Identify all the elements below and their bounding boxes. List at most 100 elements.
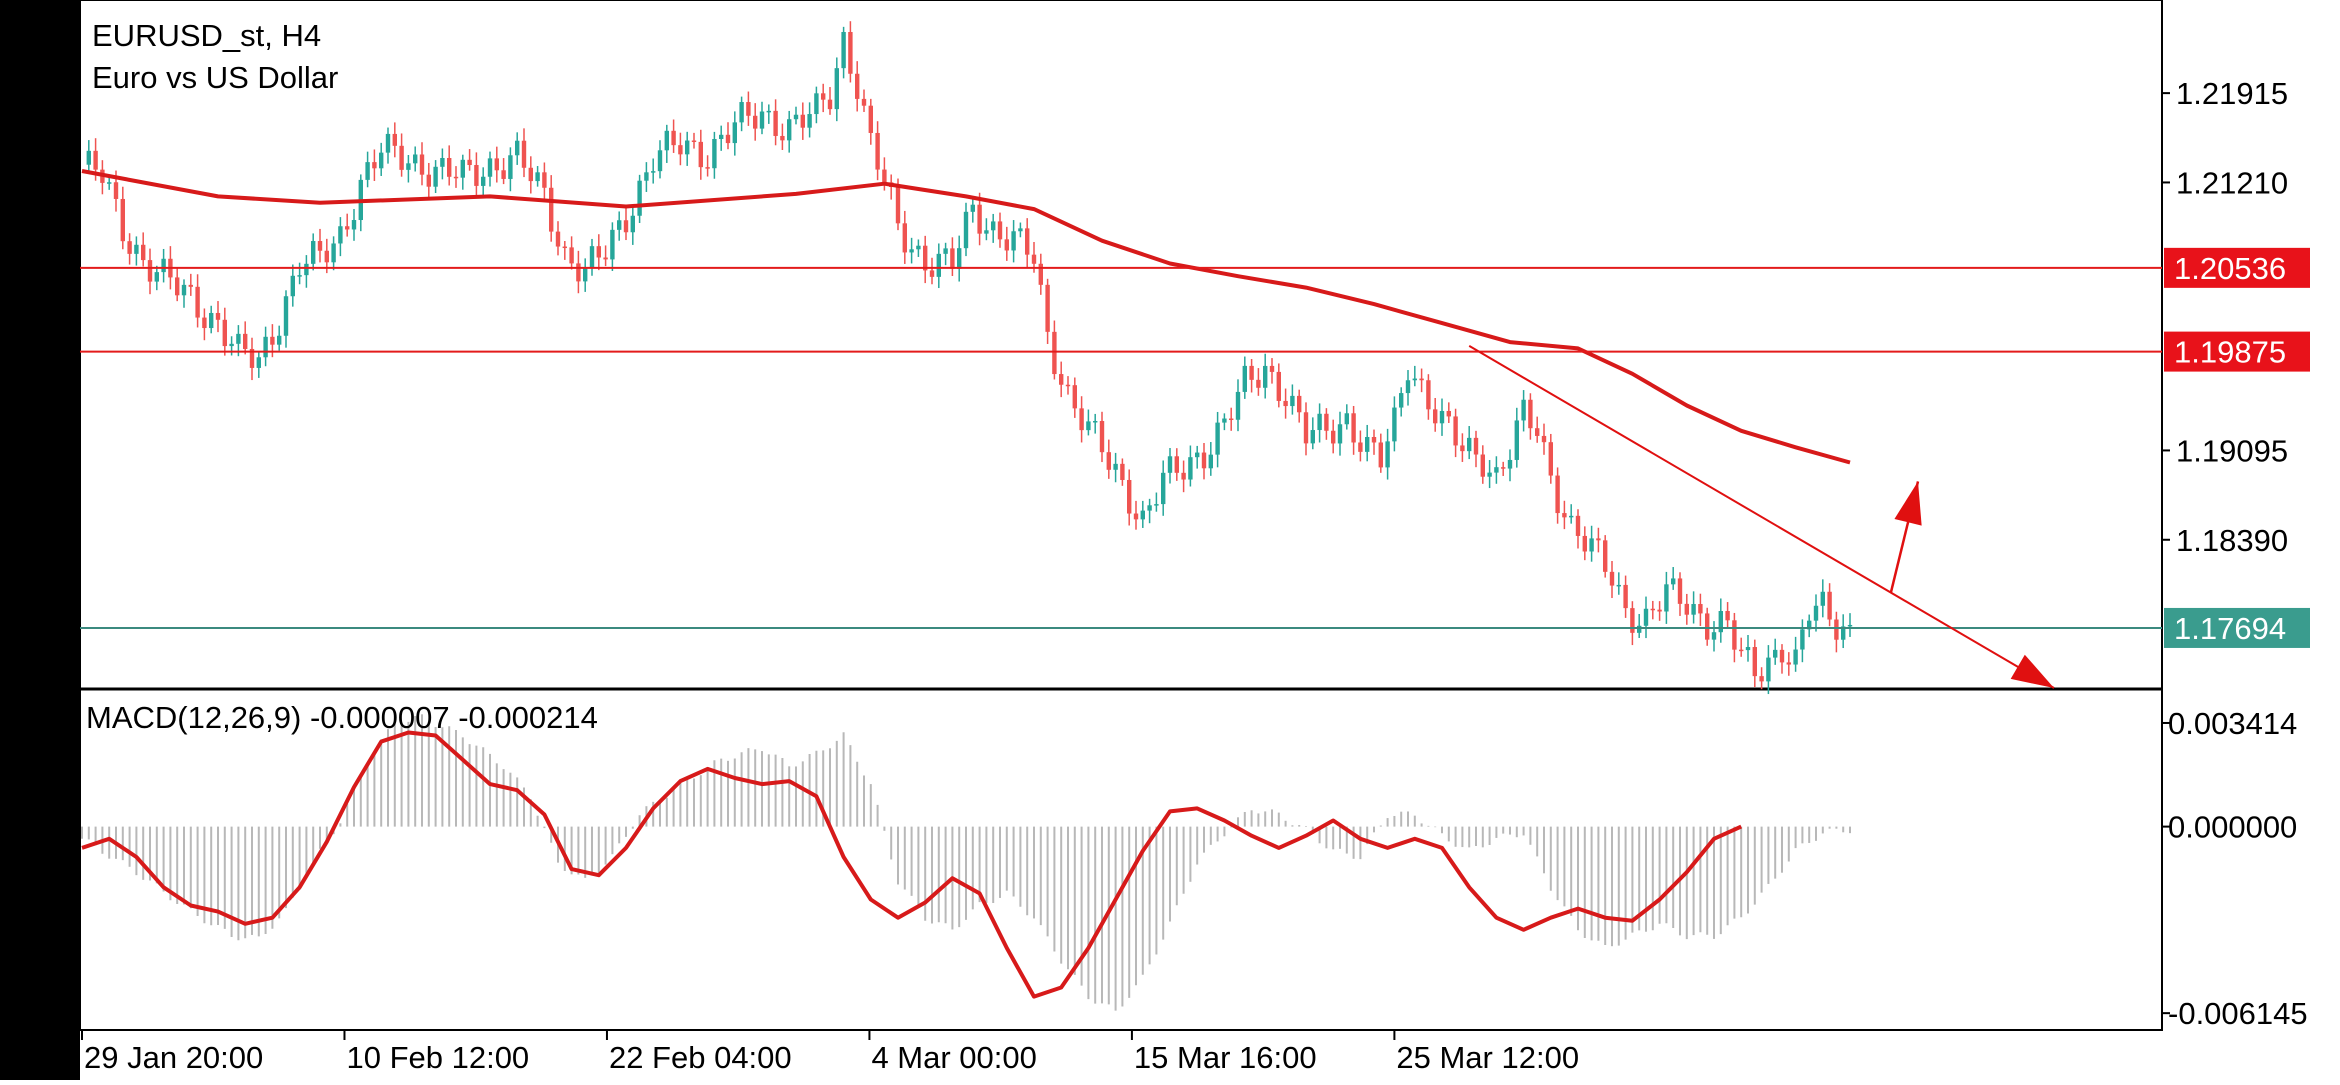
candle-body bbox=[1337, 424, 1343, 444]
candle-body bbox=[1018, 228, 1023, 232]
candle-body bbox=[1195, 452, 1200, 458]
candle-body bbox=[1487, 472, 1492, 477]
candle-body bbox=[1079, 408, 1084, 431]
candle-body bbox=[1514, 420, 1519, 460]
candle-body bbox=[188, 284, 193, 287]
candle-body bbox=[447, 158, 452, 177]
candle-body bbox=[1698, 604, 1703, 614]
candle-body bbox=[651, 171, 656, 173]
candle-body bbox=[1501, 467, 1506, 469]
candle-body bbox=[1677, 578, 1683, 604]
candle-body bbox=[1303, 412, 1309, 444]
candle-body bbox=[406, 163, 411, 170]
candle-body bbox=[1630, 608, 1635, 633]
candle-body bbox=[1297, 395, 1302, 413]
candle-body bbox=[1439, 410, 1445, 424]
candle-body bbox=[970, 204, 975, 212]
candle-body bbox=[1392, 407, 1397, 442]
candle-body bbox=[991, 221, 996, 231]
candle-body bbox=[1752, 647, 1757, 677]
candle-body bbox=[549, 187, 554, 232]
candle-body bbox=[1467, 437, 1472, 452]
candle-body bbox=[1528, 399, 1533, 429]
time-axis-label: 10 Feb 12:00 bbox=[346, 1040, 529, 1075]
candle-body bbox=[1725, 611, 1730, 621]
candle-body bbox=[1188, 457, 1193, 480]
candle-body bbox=[698, 141, 703, 168]
time-axis-label: 25 Mar 12:00 bbox=[1396, 1040, 1579, 1075]
candle-body bbox=[243, 333, 248, 349]
candle-body bbox=[1827, 591, 1832, 620]
candle-body bbox=[1779, 649, 1785, 663]
candle-body bbox=[610, 229, 615, 260]
candle-body bbox=[311, 241, 316, 264]
candle-body bbox=[215, 312, 221, 320]
candle-body bbox=[1548, 442, 1553, 476]
chart-frame bbox=[79, 0, 2163, 1031]
candle-body bbox=[107, 182, 112, 184]
candle-body bbox=[916, 245, 921, 250]
candle-body bbox=[392, 133, 397, 146]
candle-body bbox=[460, 159, 465, 178]
candle-body bbox=[1664, 584, 1669, 612]
candle-body bbox=[1106, 452, 1111, 470]
level-badge-label: 1.19875 bbox=[2174, 335, 2286, 370]
candle-body bbox=[1473, 437, 1479, 455]
candle-body bbox=[685, 140, 690, 155]
candle-body bbox=[997, 221, 1003, 240]
candle-body bbox=[875, 132, 880, 170]
candle-body bbox=[1650, 608, 1655, 611]
candle-body bbox=[249, 348, 255, 368]
candle-body bbox=[134, 244, 139, 254]
candle-body bbox=[413, 154, 418, 164]
candle-body bbox=[963, 211, 969, 249]
level-badge bbox=[2164, 247, 2310, 288]
candle-body bbox=[127, 241, 132, 254]
candle-body bbox=[263, 336, 268, 358]
candle-body bbox=[283, 296, 289, 336]
candle-body bbox=[739, 102, 744, 123]
candle-body bbox=[1841, 626, 1846, 640]
candle-body bbox=[521, 140, 527, 168]
candle-body bbox=[827, 99, 833, 110]
candle-body bbox=[936, 253, 941, 277]
candle-body bbox=[1582, 535, 1587, 552]
candle-body bbox=[195, 286, 200, 318]
candle-body bbox=[1569, 515, 1574, 518]
time-axis-label: 29 Jan 20:00 bbox=[84, 1040, 263, 1075]
candle-body bbox=[1378, 442, 1383, 468]
candle-body bbox=[780, 135, 785, 141]
candle-body bbox=[1623, 584, 1628, 609]
candle-body bbox=[1786, 662, 1791, 665]
candle-body bbox=[1120, 463, 1125, 480]
candle-body bbox=[657, 150, 663, 172]
candle-body bbox=[331, 243, 336, 263]
candle-body bbox=[379, 152, 384, 169]
candle-body bbox=[1643, 608, 1649, 626]
macd-signal-line bbox=[81, 730, 1743, 999]
candle-body bbox=[691, 140, 697, 143]
candle-body bbox=[1521, 399, 1526, 421]
candle-body bbox=[1657, 609, 1662, 612]
candle-body bbox=[1691, 604, 1696, 615]
candle-body bbox=[882, 169, 887, 183]
candle-body bbox=[1793, 649, 1798, 665]
candle-body bbox=[1025, 228, 1030, 255]
candle-body bbox=[1807, 620, 1812, 630]
candle-body bbox=[256, 357, 261, 368]
candle-body bbox=[787, 119, 792, 141]
candle-body bbox=[583, 267, 588, 282]
candle-body bbox=[487, 158, 493, 177]
candle-body bbox=[1133, 513, 1139, 520]
candle-body bbox=[1609, 571, 1615, 586]
candle-body bbox=[1290, 395, 1295, 407]
price-axis-label: 1.21915 bbox=[2176, 76, 2288, 111]
candle-body bbox=[1562, 513, 1567, 518]
candle-body bbox=[93, 150, 98, 170]
candle-body bbox=[1385, 441, 1390, 468]
candle-body bbox=[1603, 540, 1608, 572]
candle-body bbox=[1276, 371, 1281, 401]
candle-body bbox=[589, 246, 595, 268]
